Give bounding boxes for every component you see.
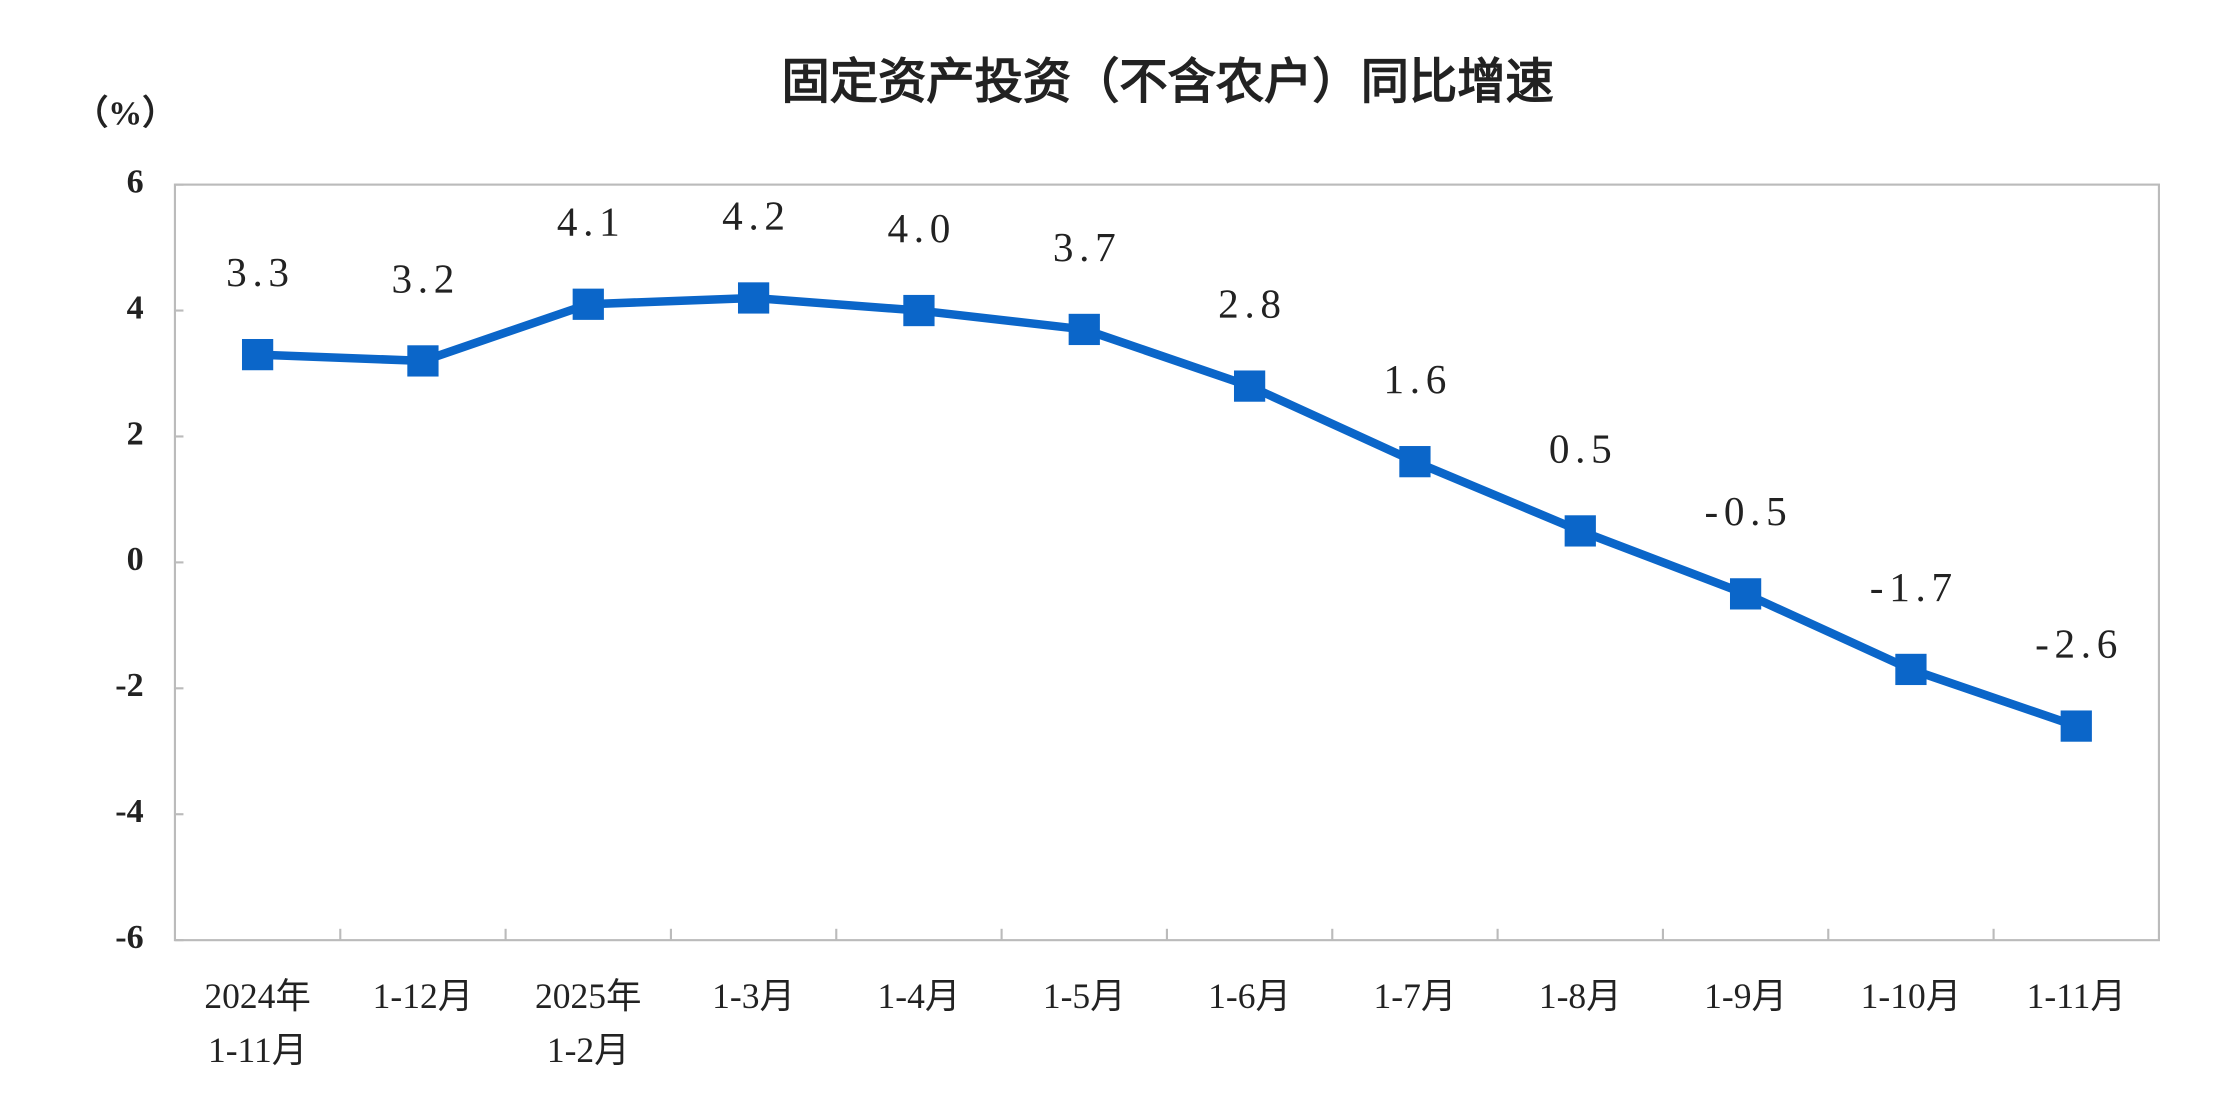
data-label: -0.5: [1704, 488, 1792, 534]
data-label: 3.3: [226, 249, 295, 295]
y-tick-label: 0: [127, 541, 144, 578]
marker: [1729, 578, 1762, 610]
x-tick-label: 1-11月: [2027, 976, 2126, 1016]
x-tick-label: 1-8月: [1539, 976, 1622, 1016]
x-tick-label: 1-10月: [1861, 976, 1962, 1016]
marker: [737, 282, 770, 314]
x-tick-label: 2024年 1-11月: [204, 976, 311, 1070]
y-tick-label: -4: [115, 793, 143, 830]
x-tick-label: 1-7月: [1374, 976, 1457, 1016]
data-label: 4.1: [557, 199, 626, 245]
y-tick-label: 6: [127, 163, 144, 200]
data-label: 4.0: [888, 205, 957, 251]
x-tick-label: 1-9月: [1704, 976, 1787, 1016]
data-label: 4.2: [722, 192, 791, 238]
y-tick-label: 2: [127, 415, 144, 452]
marker: [903, 294, 935, 327]
x-tick-label: 2025年 1-2月: [535, 976, 642, 1070]
marker: [2060, 710, 2092, 742]
x-tick-label: 1-3月: [712, 976, 795, 1016]
marker: [1233, 370, 1266, 402]
x-tick-label: 1-4月: [878, 976, 961, 1016]
marker: [572, 288, 604, 320]
x-tick-label: 1-5月: [1043, 976, 1126, 1016]
data-label: 0.5: [1549, 425, 1618, 471]
y-tick-label: 4: [127, 289, 144, 326]
marker: [1068, 313, 1100, 346]
y-tick-label: -2: [115, 667, 143, 704]
data-label: -1.7: [1870, 564, 1958, 610]
data-label: 2.8: [1218, 280, 1287, 326]
x-tick-label: 1-6月: [1208, 976, 1291, 1016]
y-unit: （%）: [74, 93, 176, 132]
x-tick-label: 1-12月: [373, 976, 474, 1016]
data-label: 3.7: [1053, 224, 1122, 270]
marker: [407, 345, 439, 377]
marker: [1564, 515, 1596, 547]
marker: [1399, 446, 1431, 478]
line: [257, 293, 2078, 731]
data-label: 1.6: [1384, 356, 1453, 402]
plot-frame: [173, 183, 2160, 942]
data-label: -2.6: [2035, 620, 2123, 666]
marker: [241, 338, 274, 371]
data-label: 3.2: [392, 255, 461, 301]
chart-title: 固定资产投资（不含农户）同比增速: [782, 54, 1554, 110]
marker: [1895, 653, 1927, 686]
y-tick-label: -6: [115, 919, 143, 956]
